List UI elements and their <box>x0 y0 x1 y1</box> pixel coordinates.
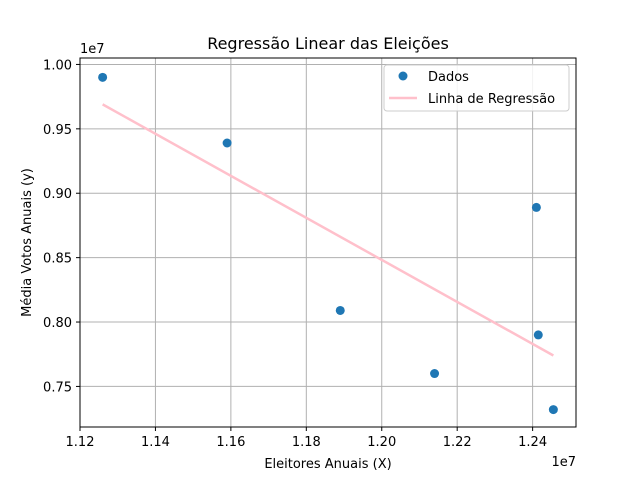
data-point <box>430 369 440 379</box>
grid <box>79 58 576 427</box>
y-axis-ticks: 0.75 0.80 0.85 0.90 0.95 1.00 <box>43 58 80 395</box>
legend: Dados Linha de Regressão <box>383 64 570 112</box>
legend-label-regression: Linha de Regressão <box>428 92 555 107</box>
data-point <box>531 202 541 212</box>
y-tick-label: 0.75 <box>43 380 72 395</box>
regression-line-layer <box>102 103 554 357</box>
data-points <box>98 72 558 415</box>
x-tick-label: 1.18 <box>292 435 321 450</box>
x-tick-label: 1.22 <box>443 435 472 450</box>
x-axis-label: Eleitores Anuais (X) <box>264 457 391 472</box>
y-tick-label: 0.95 <box>43 123 72 138</box>
legend-box <box>383 64 570 112</box>
y-tick-label: 1.00 <box>43 58 72 73</box>
plot-frame <box>79 57 577 428</box>
regression-line <box>102 103 554 357</box>
chart-title: Regressão Linear das Eleições <box>207 34 449 53</box>
x-tick-label: 1.24 <box>518 435 547 450</box>
data-point <box>533 330 543 340</box>
y-axis-offset-label: 1e7 <box>80 42 105 57</box>
data-point <box>548 405 558 415</box>
x-tick-label: 1.12 <box>66 435 95 450</box>
x-axis-ticks: 1.12 1.14 1.16 1.18 1.20 1.22 1.24 <box>66 427 547 450</box>
data-point <box>98 72 108 82</box>
x-axis-offset-label: 1e7 <box>551 455 576 470</box>
y-tick-label: 0.90 <box>43 187 72 202</box>
x-tick-label: 1.14 <box>141 435 170 450</box>
y-tick-label: 0.80 <box>43 316 72 331</box>
data-point <box>335 305 345 315</box>
y-axis-label: Média Votos Anuais (y) <box>20 168 35 317</box>
y-tick-label: 0.85 <box>43 252 72 267</box>
legend-label-dados: Dados <box>428 70 469 85</box>
legend-marker-dados <box>398 71 408 81</box>
x-tick-label: 1.16 <box>216 435 245 450</box>
x-tick-label: 1.20 <box>367 435 396 450</box>
data-point <box>222 138 232 148</box>
